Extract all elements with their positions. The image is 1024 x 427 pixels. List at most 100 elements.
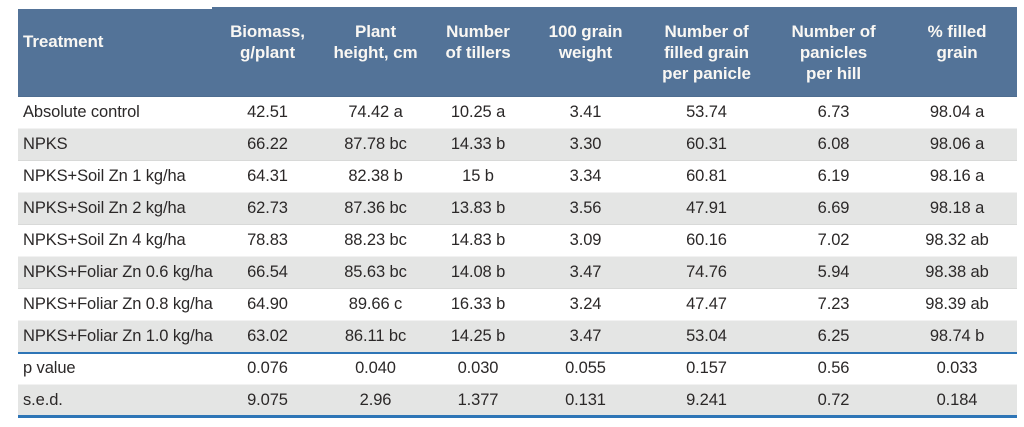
cell-pct-filled: 98.74 b xyxy=(929,326,985,345)
cell-panicles: 5.94 xyxy=(817,263,850,281)
cell-panicles: 0.56 xyxy=(817,359,850,378)
cell-plant-height: 87.78 bc xyxy=(344,135,407,153)
cell-biomass: 66.22 xyxy=(247,135,288,153)
cell-panicles: 6.25 xyxy=(817,326,850,345)
agronomy-results-table: Treatment Biomass, g/plant Plant height, c… xyxy=(18,4,1017,418)
column-header-plant-height: Plant height, cm xyxy=(323,6,428,97)
cell-pct-filled: 98.06 a xyxy=(929,135,985,153)
cell-grain-weight: 3.47 xyxy=(569,326,602,345)
cell-tillers: 10.25 a xyxy=(450,103,506,121)
table-row: NPKS+Foliar Zn 0.6 kg/ha 66.54 85.63 bc 14.… xyxy=(18,256,1017,289)
cell-panicles: 7.02 xyxy=(817,231,850,249)
cell-panicles: 6.73 xyxy=(817,103,850,121)
cell-plant-height: 74.42 a xyxy=(348,103,403,121)
cell-tillers: 14.08 b xyxy=(450,263,506,281)
column-header-treatment: Treatment xyxy=(18,4,212,97)
cell-filled-grain: 47.47 xyxy=(686,295,727,313)
cell-biomass: 66.54 xyxy=(247,263,288,281)
cell-panicles: 6.69 xyxy=(817,199,850,217)
cell-panicles: 7.23 xyxy=(817,295,850,313)
cell-grain-weight: 0.055 xyxy=(565,359,606,378)
cell-grain-weight: 3.56 xyxy=(569,199,602,217)
cell-grain-weight: 3.09 xyxy=(569,231,602,249)
cell-filled-grain: 60.31 xyxy=(686,135,727,153)
cell-tillers: 14.33 b xyxy=(450,135,506,153)
table-body: Absolute control 42.51 74.42 a 10.25 a 3.41 5… xyxy=(18,96,1017,417)
cell-plant-height: 0.040 xyxy=(355,359,396,378)
cell-pct-filled: 98.39 ab xyxy=(925,295,989,313)
table-row: NPKS+Soil Zn 1 kg/ha 64.31 82.38 b 15 b 3.34… xyxy=(18,160,1017,193)
cell-treatment: NPKS+Soil Zn 1 kg/ha xyxy=(23,167,186,185)
cell-biomass: 64.90 xyxy=(247,295,288,313)
cell-biomass: 78.83 xyxy=(247,231,288,249)
cell-grain-weight: 3.47 xyxy=(569,263,602,281)
cell-biomass: 62.73 xyxy=(247,199,288,217)
cell-treatment: NPKS xyxy=(23,135,68,153)
cell-biomass: 63.02 xyxy=(247,326,288,345)
cell-filled-grain: 60.81 xyxy=(686,167,727,185)
cell-treatment: p value xyxy=(23,359,76,378)
stat-row: s.e.d. 9.075 2.96 1.377 0.131 9.241 0.72 0.184 xyxy=(18,384,1017,417)
column-header-tillers: Number of tillers xyxy=(428,6,528,97)
table-row: NPKS+Foliar Zn 0.8 kg/ha 64.90 89.66 c 16.3… xyxy=(18,288,1017,321)
column-header-grain-weight: 100 grain weight xyxy=(528,6,643,97)
cell-treatment: NPKS+Foliar Zn 0.8 kg/ha xyxy=(23,295,213,313)
cell-tillers: 16.33 b xyxy=(450,295,506,313)
cell-biomass: 0.076 xyxy=(247,359,288,378)
cell-plant-height: 87.36 bc xyxy=(344,199,407,217)
column-header-pct-filled: % filled grain xyxy=(897,6,1017,97)
cell-treatment: NPKS+Soil Zn 2 kg/ha xyxy=(23,199,186,217)
cell-treatment: NPKS+Foliar Zn 1.0 kg/ha xyxy=(23,326,213,345)
column-header-filled-grain: Number of filled grain per panicle xyxy=(643,6,770,97)
column-header-panicles: Number of panicles per hill xyxy=(770,6,897,97)
cell-treatment: NPKS+Soil Zn 4 kg/ha xyxy=(23,231,186,249)
cell-plant-height: 88.23 bc xyxy=(344,231,407,249)
cell-pct-filled: 98.38 ab xyxy=(925,263,989,281)
cell-panicles: 6.19 xyxy=(817,167,850,185)
table-header: Treatment Biomass, g/plant Plant height, c… xyxy=(18,4,1017,97)
cell-panicles: 6.08 xyxy=(817,135,850,153)
cell-biomass: 9.075 xyxy=(247,390,288,409)
cell-pct-filled: 98.32 ab xyxy=(925,231,989,249)
cell-filled-grain: 47.91 xyxy=(686,199,727,217)
cell-filled-grain: 74.76 xyxy=(686,263,727,281)
cell-tillers: 15 b xyxy=(462,167,494,185)
cell-grain-weight: 0.131 xyxy=(565,390,606,409)
cell-tillers: 13.83 b xyxy=(450,199,506,217)
cell-pct-filled: 98.16 a xyxy=(929,167,985,185)
cell-treatment: NPKS+Foliar Zn 0.6 kg/ha xyxy=(23,263,213,281)
stat-row: p value 0.076 0.040 0.030 0.055 0.157 0.56 0.03… xyxy=(18,352,1017,385)
cell-grain-weight: 3.41 xyxy=(569,103,602,121)
cell-filled-grain: 9.241 xyxy=(686,390,727,409)
table-row: Absolute control 42.51 74.42 a 10.25 a 3.41 5… xyxy=(18,96,1017,129)
cell-plant-height: 89.66 c xyxy=(348,295,403,313)
table-row: NPKS+Soil Zn 4 kg/ha 78.83 88.23 bc 14.83 b… xyxy=(18,224,1017,257)
cell-biomass: 64.31 xyxy=(247,167,288,185)
cell-plant-height: 86.11 bc xyxy=(344,326,407,345)
cell-pct-filled: 98.18 a xyxy=(929,199,985,217)
cell-tillers: 1.377 xyxy=(457,390,499,409)
cell-pct-filled: 0.033 xyxy=(936,359,978,378)
cell-tillers: 0.030 xyxy=(457,359,499,378)
cell-treatment: Absolute control xyxy=(23,103,140,121)
table-row: NPKS+Foliar Zn 1.0 kg/ha 63.02 86.11 bc 14.… xyxy=(18,320,1017,353)
cell-plant-height: 82.38 b xyxy=(348,167,403,185)
cell-pct-filled: 0.184 xyxy=(936,390,978,409)
cell-tillers: 14.83 b xyxy=(450,231,506,249)
cell-treatment: s.e.d. xyxy=(23,390,63,409)
column-header-biomass: Biomass, g/plant xyxy=(212,6,323,97)
cell-plant-height: 2.96 xyxy=(359,390,392,409)
cell-biomass: 42.51 xyxy=(247,103,288,121)
cell-filled-grain: 60.16 xyxy=(686,231,727,249)
cell-grain-weight: 3.24 xyxy=(569,295,602,313)
cell-panicles: 0.72 xyxy=(817,390,850,409)
cell-grain-weight: 3.30 xyxy=(569,135,602,153)
cell-plant-height: 85.63 bc xyxy=(344,263,407,281)
cell-filled-grain: 53.04 xyxy=(686,326,727,345)
header-row: Treatment Biomass, g/plant Plant height, c… xyxy=(18,4,1017,97)
cell-filled-grain: 0.157 xyxy=(686,359,727,378)
cell-tillers: 14.25 b xyxy=(450,326,506,345)
cell-pct-filled: 98.04 a xyxy=(929,103,985,121)
cell-grain-weight: 3.34 xyxy=(569,167,602,185)
table-row: NPKS+Soil Zn 2 kg/ha 62.73 87.36 bc 13.83 b… xyxy=(18,192,1017,225)
